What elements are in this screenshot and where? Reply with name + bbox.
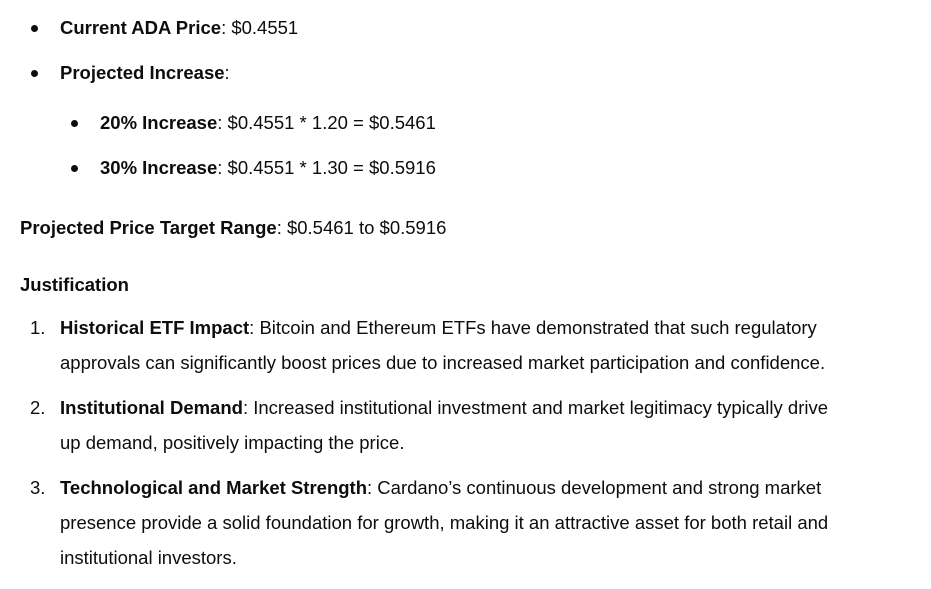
list-item-separator: : bbox=[242, 397, 254, 418]
list-number: 1. bbox=[30, 317, 46, 338]
projected-increase-separator: : bbox=[224, 62, 230, 83]
list-number: 3. bbox=[30, 477, 46, 498]
projected-increase-label: Projected Increase bbox=[60, 62, 225, 83]
bullet-icon bbox=[71, 165, 78, 172]
justification-heading: Justification bbox=[20, 273, 129, 297]
list-item-line: Historical ETF Impact: Bitcoin and Ether… bbox=[60, 316, 817, 340]
bullet-icon bbox=[71, 120, 78, 127]
current-price-line: Current ADA Price: $0.4551 bbox=[60, 16, 298, 40]
current-price-value: $0.4551 bbox=[231, 17, 299, 38]
increase-20-line: 20% Increase: $0.4551 * 1.20 = $0.5461 bbox=[100, 111, 436, 135]
list-item-text: approvals can significantly boost prices… bbox=[60, 352, 826, 373]
target-range-value: $0.5461 to $0.5916 bbox=[286, 217, 447, 238]
list-item-text: institutional investors. bbox=[60, 547, 237, 568]
list-item-text: presence provide a solid foundation for … bbox=[60, 512, 829, 533]
list-item-text: Bitcoin and Ethereum ETFs have demonstra… bbox=[259, 317, 817, 338]
list-item-line: Institutional Demand: Increased institut… bbox=[60, 396, 828, 420]
list-item-text: up demand, positively impacting the pric… bbox=[60, 432, 405, 453]
list-item-text: Cardano’s continuous development and str… bbox=[377, 477, 822, 498]
current-price-separator: : bbox=[221, 17, 232, 38]
list-item-separator: : bbox=[249, 317, 260, 338]
increase-30-formula: $0.4551 * 1.30 = $0.5916 bbox=[227, 157, 436, 178]
justification-heading-text: Justification bbox=[20, 274, 129, 295]
list-item-line: Technological and Market Strength: Carda… bbox=[60, 476, 821, 500]
list-item-title: Institutional Demand bbox=[60, 397, 243, 418]
increase-30-label: 30% Increase bbox=[100, 157, 218, 178]
list-item-text: Increased institutional investment and m… bbox=[253, 397, 829, 418]
bullet-icon bbox=[31, 70, 38, 77]
target-range-line: Projected Price Target Range: $0.5461 to… bbox=[20, 216, 446, 240]
projected-increase-line: Projected Increase: bbox=[60, 61, 230, 85]
target-range-label: Projected Price Target Range bbox=[20, 217, 277, 238]
increase-30-line: 30% Increase: $0.4551 * 1.30 = $0.5916 bbox=[100, 156, 436, 180]
increase-20-separator: : bbox=[217, 112, 228, 133]
list-item-separator: : bbox=[367, 477, 378, 498]
bullet-icon bbox=[31, 25, 38, 32]
target-range-separator: : bbox=[276, 217, 287, 238]
increase-20-label: 20% Increase bbox=[100, 112, 218, 133]
current-price-label: Current ADA Price bbox=[60, 17, 222, 38]
list-item-title: Technological and Market Strength bbox=[60, 477, 368, 498]
increase-20-formula: $0.4551 * 1.20 = $0.5461 bbox=[227, 112, 436, 133]
increase-30-separator: : bbox=[217, 157, 228, 178]
list-item-title: Historical ETF Impact bbox=[60, 317, 250, 338]
list-number: 2. bbox=[30, 397, 46, 418]
